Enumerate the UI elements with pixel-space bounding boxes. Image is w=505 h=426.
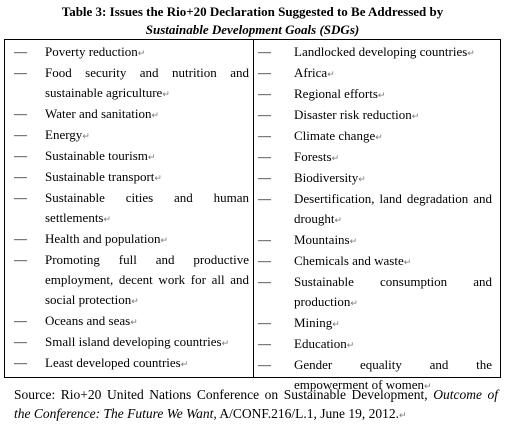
item-marker: — bbox=[14, 355, 27, 370]
table-item: — Sustainable consumption and production bbox=[254, 272, 500, 313]
item-marker: — bbox=[258, 191, 271, 206]
table-item: — Mountains bbox=[254, 230, 500, 251]
item-marker: — bbox=[14, 231, 27, 246]
table-item: — Poverty reduction bbox=[5, 42, 253, 63]
source-title: Outcome of the Conference: The Future We… bbox=[14, 387, 499, 421]
table-item: — Regional efforts bbox=[254, 84, 500, 105]
table-item: — Education bbox=[254, 334, 500, 355]
table-item: — Landlocked developing countries bbox=[254, 42, 500, 63]
source-text: , A/CONF.216/L.1, June 19, 2012. bbox=[213, 406, 400, 421]
item-text: Desertification, land degradation and dr… bbox=[294, 189, 500, 230]
table-item: — Health and population bbox=[5, 229, 253, 250]
table-item: — Climate change bbox=[254, 126, 500, 147]
item-marker: — bbox=[258, 149, 271, 164]
item-text: Disaster risk reduction bbox=[294, 105, 500, 126]
item-marker: — bbox=[14, 313, 27, 328]
item-text: Sustainable cities and human settlements bbox=[45, 188, 253, 229]
table-item: — Mining bbox=[254, 313, 500, 334]
table-item: — Disaster risk reduction bbox=[254, 105, 500, 126]
title-line: Table 3: Issues the Rio+20 Declaration S… bbox=[61, 4, 444, 19]
table-item: — Desertification, land degradation and d… bbox=[254, 189, 500, 230]
table-item: — Africa bbox=[254, 63, 500, 84]
item-text: Forests bbox=[294, 147, 500, 168]
item-text: Promoting full and productive employment… bbox=[45, 250, 253, 311]
item-text: Energy bbox=[45, 125, 253, 146]
item-marker: — bbox=[258, 128, 271, 143]
item-text: Biodiversity bbox=[294, 168, 500, 189]
item-text: Education bbox=[294, 334, 500, 355]
item-marker: — bbox=[14, 44, 27, 59]
table-item: — Water and sanitation bbox=[5, 104, 253, 125]
table-item: — Food security and nutrition and sustain… bbox=[5, 63, 253, 104]
item-text: Climate change bbox=[294, 126, 500, 147]
item-text: Least developed countries bbox=[45, 353, 253, 374]
table-item: — Chemicals and waste bbox=[254, 251, 500, 272]
table-item: — Promoting full and productive employmen… bbox=[5, 250, 253, 311]
item-marker: — bbox=[14, 190, 27, 205]
source-text: Source: Rio+20 United Nations Conference… bbox=[14, 387, 434, 402]
item-marker: — bbox=[14, 252, 27, 267]
item-text: Mountains bbox=[294, 230, 500, 251]
table-title: Table 3: Issues the Rio+20 Declaration S… bbox=[0, 3, 505, 39]
item-text: Oceans and seas bbox=[45, 311, 253, 332]
title-line: Sustainable Development Goals (SDGs) bbox=[145, 22, 360, 37]
item-text: Sustainable tourism bbox=[45, 146, 253, 167]
item-marker: — bbox=[258, 170, 271, 185]
item-text: Africa bbox=[294, 63, 500, 84]
item-marker: — bbox=[14, 148, 27, 163]
table-item: — Sustainable transport bbox=[5, 167, 253, 188]
table-column: — Poverty reduction — Food security and nut… bbox=[5, 40, 254, 377]
item-text: Poverty reduction bbox=[45, 42, 253, 63]
item-marker: — bbox=[258, 253, 271, 268]
table-item: — Biodiversity bbox=[254, 168, 500, 189]
table-item: — Least developed countries bbox=[5, 353, 253, 374]
item-text: Sustainable transport bbox=[45, 167, 253, 188]
table-item: — Small island developing countries bbox=[5, 332, 253, 353]
item-text: Chemicals and waste bbox=[294, 251, 500, 272]
item-text: Sustainable consumption and production bbox=[294, 272, 500, 313]
table-item: — Sustainable cities and human settlement… bbox=[5, 188, 253, 229]
item-text: Small island developing countries bbox=[45, 332, 253, 353]
item-text: Landlocked developing countries bbox=[294, 42, 500, 63]
table-item: — Energy bbox=[5, 125, 253, 146]
item-marker: — bbox=[14, 127, 27, 142]
item-text: Food security and nutrition and sustaina… bbox=[45, 63, 253, 104]
table-item: — Sustainable tourism bbox=[5, 146, 253, 167]
table: — Poverty reduction — Food security and nut… bbox=[4, 39, 501, 392]
item-marker: — bbox=[258, 357, 271, 372]
table-item: — Forests bbox=[254, 147, 500, 168]
item-marker: — bbox=[258, 274, 271, 289]
item-marker: — bbox=[258, 232, 271, 247]
table-item: — Oceans and seas bbox=[5, 311, 253, 332]
item-marker: — bbox=[14, 65, 27, 80]
table-column: —Landlocked developing countries—Africa—… bbox=[254, 40, 500, 392]
item-marker: — bbox=[258, 315, 271, 330]
item-text: Regional efforts bbox=[294, 84, 500, 105]
item-marker: — bbox=[258, 86, 271, 101]
item-marker: — bbox=[14, 334, 27, 349]
item-marker: — bbox=[258, 44, 271, 59]
item-marker: — bbox=[14, 169, 27, 184]
item-text: Water and sanitation bbox=[45, 104, 253, 125]
source-note: Source: Rio+20 United Nations Conference… bbox=[14, 385, 498, 425]
item-text: Health and population bbox=[45, 229, 253, 250]
item-marker: — bbox=[14, 106, 27, 121]
item-marker: — bbox=[258, 65, 271, 80]
item-marker: — bbox=[258, 336, 271, 351]
item-marker: — bbox=[258, 107, 271, 122]
item-text: Mining bbox=[294, 313, 500, 334]
